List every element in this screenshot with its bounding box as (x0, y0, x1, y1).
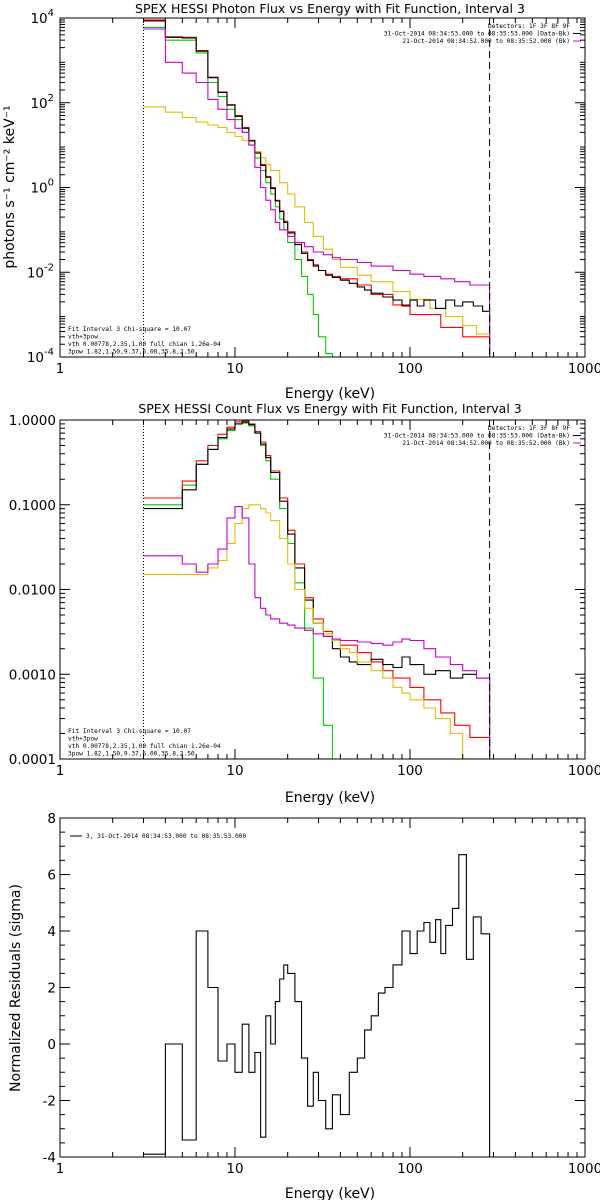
legend-entry-text: Fit Interval 3 Chi-square = 10.07 (68, 326, 191, 333)
series-line-2 (143, 421, 491, 759)
series-line-3 (143, 504, 464, 759)
count-flux-title: SPEX HESSI Count Flux vs Energy with Fit… (138, 401, 521, 416)
y-tick-label: 8 (47, 811, 56, 827)
y-tick-label: 0.0001 (9, 752, 56, 768)
residuals-ylabel: Normalized Residuals (sigma) (8, 884, 24, 1092)
y-tick-label: 10-4 (27, 347, 54, 366)
y-tick-label: -4 (43, 1150, 56, 1166)
legend-entry-text: vth+3pow (68, 736, 98, 743)
legend-entry-text: 3pow 1.82,1.50,9.37,5.00,35.8,2.50 (68, 349, 195, 356)
legend-entry-text: 31-Oct-2014 08:34:53.000 to 08:35:53.000… (384, 433, 570, 440)
y-tick-label: 104 (30, 8, 54, 27)
photon-flux-plot-frame (59, 17, 586, 358)
series-line-2 (143, 106, 491, 357)
y-tick-label: 102 (30, 93, 54, 112)
y-tick-label: 4 (47, 924, 56, 940)
x-tick-label: 10 (226, 1161, 243, 1177)
x-tick-label: 1 (56, 763, 65, 779)
y-tick-label: 0.0100 (9, 583, 56, 599)
x-tick-label: 1 (56, 1161, 65, 1177)
x-tick-label: 100 (397, 1161, 423, 1177)
count-flux-xlabel: Energy (keV) (285, 790, 375, 806)
y-tick-label: 0 (47, 1037, 56, 1053)
series-line-4 (143, 506, 491, 759)
legend-entry-text: Fit Interval 3 Chi-square = 10.07 (68, 728, 191, 735)
series-line-4 (143, 28, 491, 357)
y-tick-label: 100 (30, 178, 54, 197)
legend-entry-text: Detectors: 1F 3F 8F 9F (488, 23, 570, 30)
legend-entry-text: vth+3pow (68, 334, 98, 341)
x-tick-label: 1000 (568, 361, 600, 377)
x-tick-label: 100 (397, 361, 423, 377)
count-flux-plot-frame (59, 419, 586, 760)
series-line-1 (143, 420, 491, 759)
x-tick-label: 10 (226, 361, 243, 377)
x-tick-label: 100 (397, 763, 423, 779)
y-tick-label: 6 (47, 868, 56, 884)
series-line-3 (143, 20, 491, 357)
x-tick-label: 1000 (568, 763, 600, 779)
legend-entry-text: Detectors: 1F 3F 8F 9F (488, 425, 570, 432)
y-tick-label: 0.1000 (9, 498, 56, 514)
legend-entry-text: vth 0.00778,2.35,1.00 full chian 1.26e-0… (68, 743, 221, 750)
legend-entry-text: vth 0.00778,2.35,1.00 full chian 1.26e-0… (68, 341, 221, 348)
y-tick-label: 1.0000 (9, 413, 56, 429)
residuals-panel: Energy (keV) Normalized Residuals (sigma… (8, 811, 600, 1200)
photon-flux-xlabel: Energy (keV) (285, 386, 375, 402)
y-tick-label: 0.0010 (9, 667, 56, 683)
y-tick-label: 10-2 (27, 262, 54, 281)
legend-entry-text: 3, 31-Oct-2014 08:34:53.000 to 08:35:53.… (86, 833, 246, 840)
legend-entry-text: 31-Oct-2014 08:34:53.000 to 08:35:53.000… (384, 31, 570, 38)
photon-flux-title: SPEX HESSI Photon Flux vs Energy with Fi… (135, 1, 525, 16)
y-tick-label: -2 (43, 1094, 56, 1110)
series-line-0 (143, 26, 333, 357)
residuals-xlabel: Energy (keV) (285, 1186, 375, 1200)
x-tick-label: 1 (56, 361, 65, 377)
photon-flux-panel: SPEX HESSI Photon Flux vs Energy with Fi… (2, 1, 600, 402)
legend-entry-text: 21-Oct-2014 08:34:52.000 to 08:35:52.000… (402, 440, 570, 447)
residuals-plot-frame (59, 817, 586, 1158)
x-tick-label: 1000 (568, 1161, 600, 1177)
count-flux-panel: SPEX HESSI Count Flux vs Energy with Fit… (9, 401, 600, 806)
legend-entry-text: 3pow 1.82,1.50,9.37,5.00,35.8,2.50 (68, 751, 195, 758)
x-tick-label: 10 (226, 763, 243, 779)
series-line-0 (143, 854, 491, 1157)
photon-flux-ylabel: photons s⁻¹ cm⁻² keV⁻¹ (2, 105, 18, 268)
series-line-1 (143, 19, 491, 357)
legend-entry-text: 21-Oct-2014 08:34:52.000 to 08:35:52.000… (402, 38, 570, 45)
y-tick-label: 2 (47, 981, 56, 997)
